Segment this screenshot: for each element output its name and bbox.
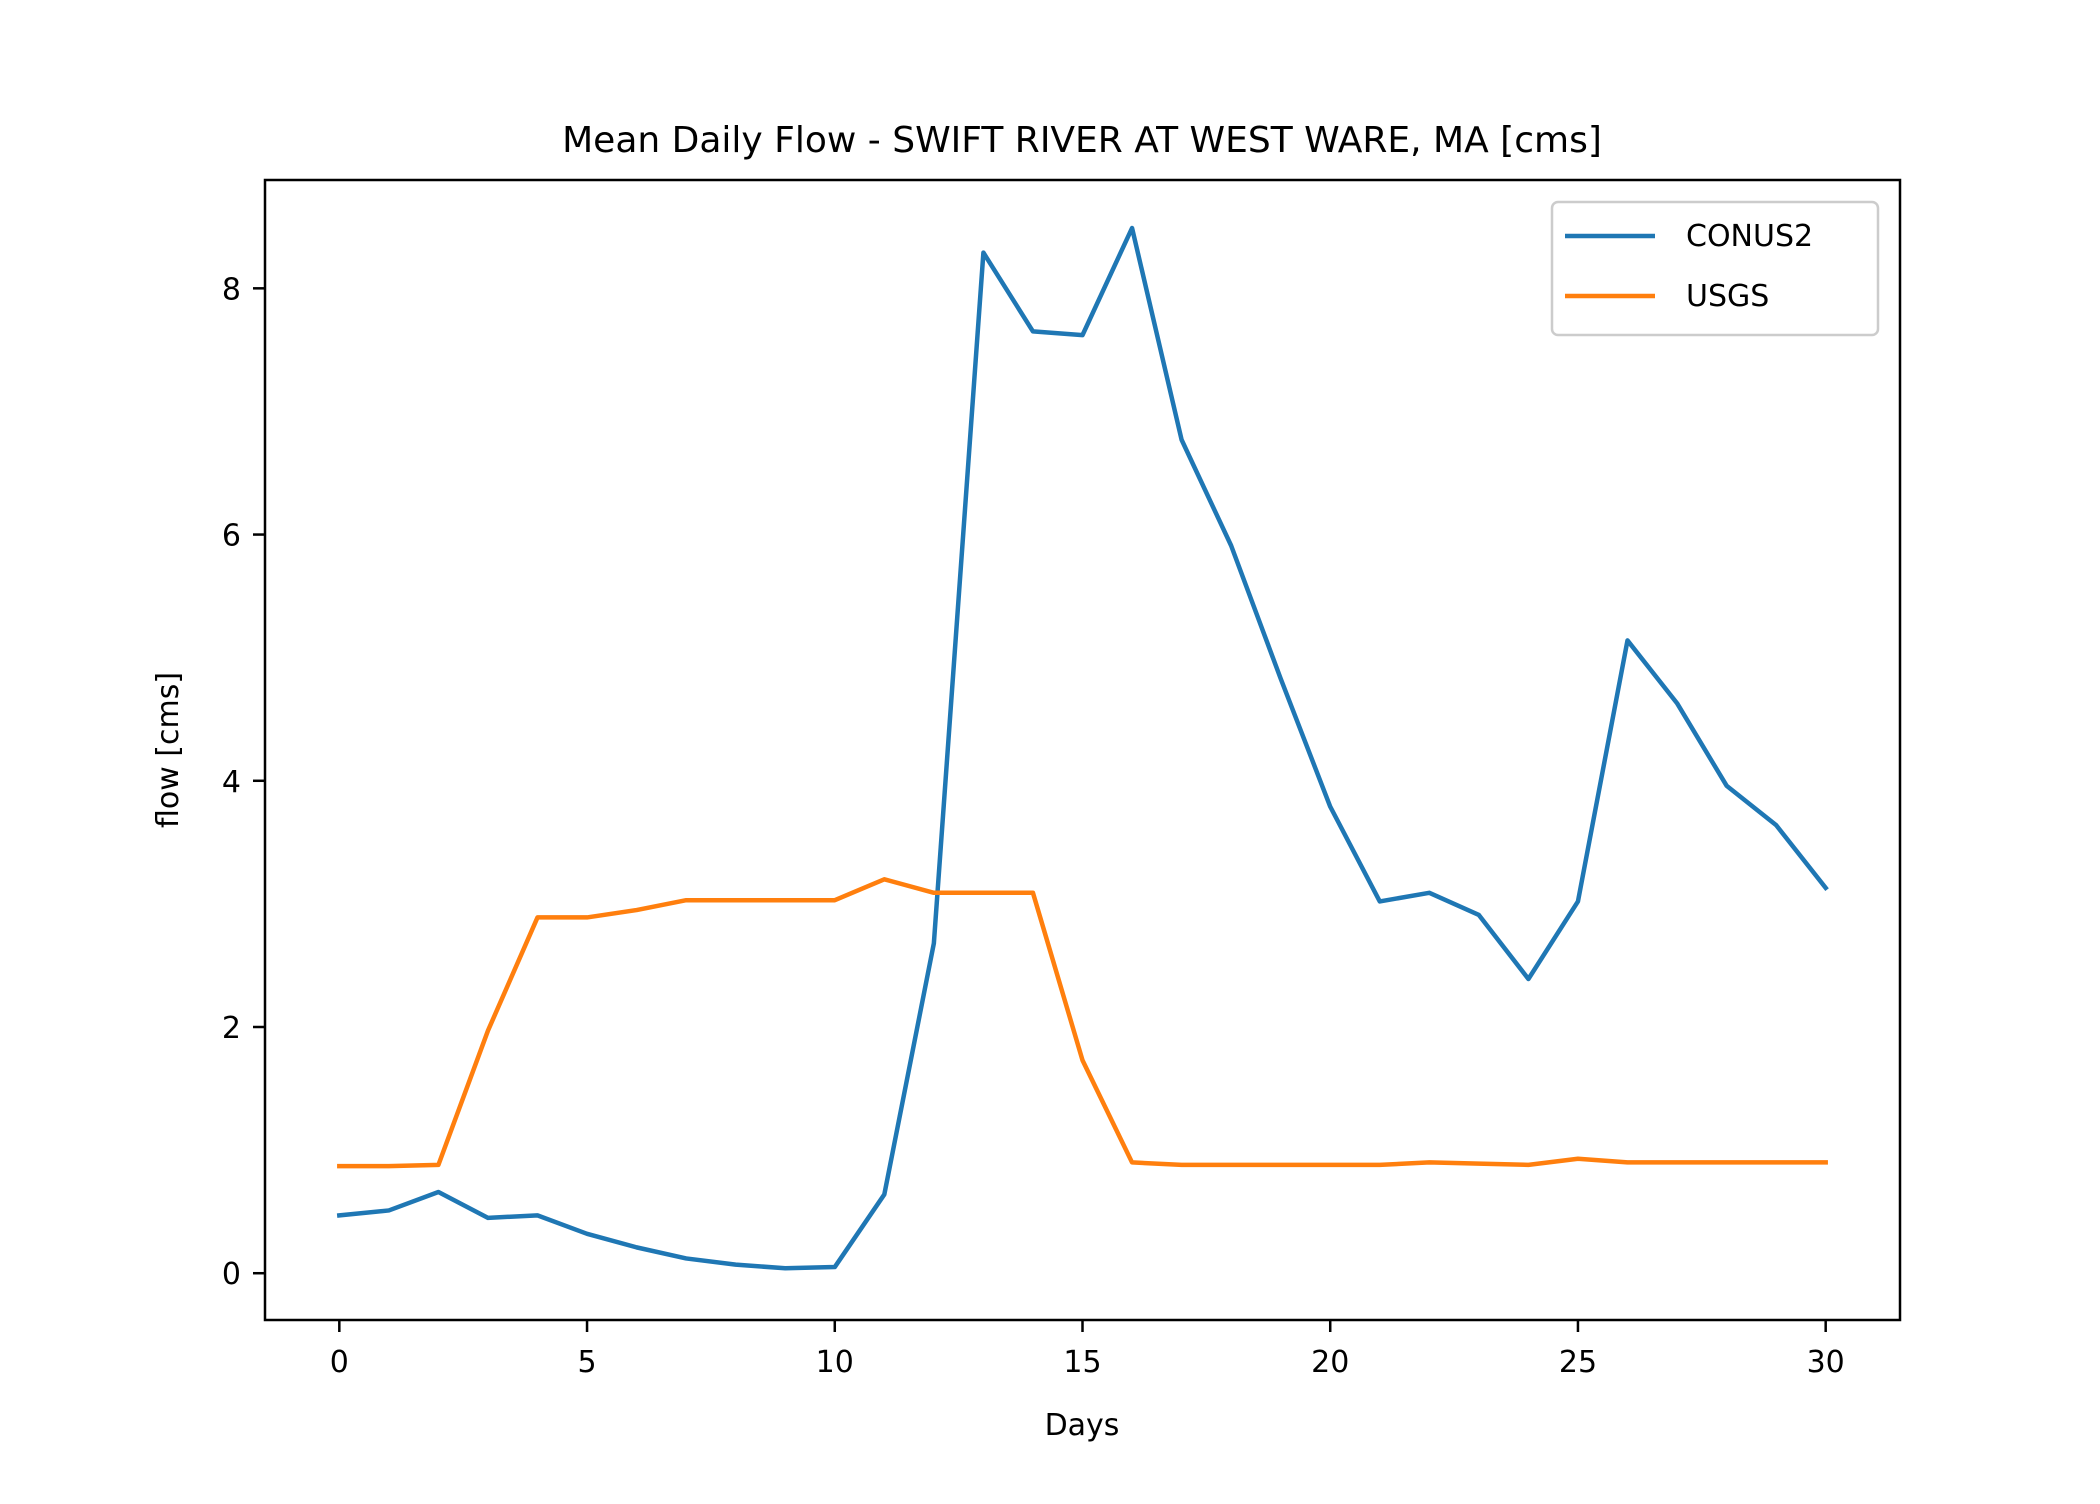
y-tick-label: 8 xyxy=(222,272,241,307)
y-tick-label: 0 xyxy=(222,1257,241,1292)
x-tick-label: 15 xyxy=(1063,1345,1101,1380)
x-tick-label: 20 xyxy=(1311,1345,1349,1380)
series-line-usgs xyxy=(337,877,1828,1169)
x-tick-label: 5 xyxy=(577,1345,596,1380)
plot-frame xyxy=(263,178,1902,1322)
x-tick-label: 30 xyxy=(1807,1345,1845,1380)
x-tick-label: 0 xyxy=(330,1345,349,1380)
legend: CONUS2 USGS xyxy=(1550,200,1880,337)
y-tick-label: 4 xyxy=(222,765,241,800)
legend-label-conus2: CONUS2 xyxy=(1686,219,1813,254)
y-tick-label: 6 xyxy=(222,519,241,554)
x-tick-label: 25 xyxy=(1559,1345,1597,1380)
legend-label-usgs: USGS xyxy=(1686,279,1769,314)
chart-title: Mean Daily Flow - SWIFT RIVER AT WEST WA… xyxy=(562,120,1602,161)
x-axis-ticks: 0 5 10 15 20 25 30 xyxy=(330,1320,1845,1380)
x-axis-label: Days xyxy=(1045,1408,1120,1443)
series-line-conus2 xyxy=(336,225,1829,1271)
x-tick-label: 10 xyxy=(816,1345,854,1380)
y-axis-label: flow [cms] xyxy=(151,672,186,828)
y-tick-label: 2 xyxy=(222,1011,241,1046)
series-layer xyxy=(336,225,1829,1271)
y-axis-ticks: 0 2 4 6 8 xyxy=(222,272,265,1292)
